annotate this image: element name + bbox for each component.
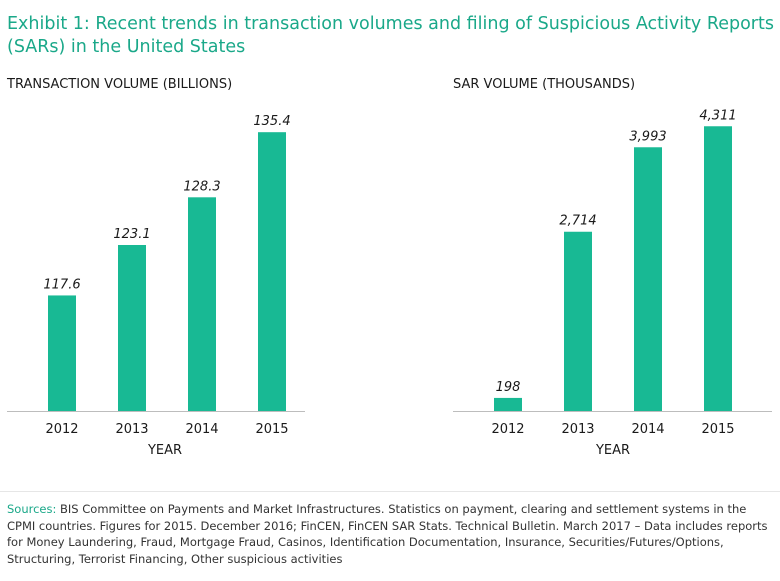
sar-value-label-2012: 198 — [496, 380, 521, 395]
sar-tick-label-2015: 2015 — [701, 422, 734, 437]
sar-value-label-2013: 2,714 — [559, 214, 596, 229]
sources-text: BIS Committee on Payments and Market Inf… — [7, 502, 768, 566]
transaction-volume-chart-title: TRANSACTION VOLUME (BILLIONS) — [7, 77, 233, 92]
sar-tick-label-2012: 2012 — [491, 422, 524, 437]
transaction-bar-2014 — [188, 197, 216, 411]
sar-x-axis-label: YEAR — [595, 443, 630, 458]
transaction-tick-label-2014: 2014 — [185, 422, 218, 437]
sar-bar-2012 — [494, 397, 522, 411]
transaction-tick-label-2015: 2015 — [255, 422, 288, 437]
sar-tick-label-2014: 2014 — [631, 422, 664, 437]
transaction-bar-2015 — [258, 132, 286, 411]
exhibit-title: Exhibit 1: Recent trends in transaction … — [7, 14, 774, 57]
divider — [0, 491, 780, 492]
sar-tick-label-2013: 2013 — [561, 422, 594, 437]
sar-bar-2014 — [634, 147, 662, 411]
transaction-value-label-2013: 123.1 — [113, 227, 150, 242]
transaction-tick-label-2012: 2012 — [45, 422, 78, 437]
sar-value-label-2015: 4,311 — [699, 108, 736, 123]
transaction-tick-label-2013: 2013 — [115, 422, 148, 437]
transaction-volume-chart: 117.6 2012 123.1 2013 128.3 2014 135.4 2015 YEAR — [7, 114, 305, 458]
sar-bar-2015 — [704, 126, 732, 411]
transaction-bar-2012 — [48, 295, 76, 411]
sar-volume-chart: 198 2012 2,714 2013 3,993 2014 4,311 2015 YEAR — [453, 108, 772, 458]
sources-label: Sources: — [7, 502, 57, 516]
transaction-x-axis-label: YEAR — [147, 443, 182, 458]
transaction-value-label-2015: 135.4 — [253, 114, 290, 129]
sar-bar-2013 — [564, 231, 592, 411]
transaction-value-label-2012: 117.6 — [43, 277, 80, 292]
sources-note: Sources: BIS Committee on Payments and M… — [7, 501, 775, 567]
transaction-value-label-2014: 128.3 — [183, 179, 220, 194]
sar-value-label-2014: 3,993 — [629, 129, 666, 144]
transaction-bar-2013 — [118, 244, 146, 411]
sar-volume-chart-title: SAR VOLUME (THOUSANDS) — [453, 77, 636, 92]
